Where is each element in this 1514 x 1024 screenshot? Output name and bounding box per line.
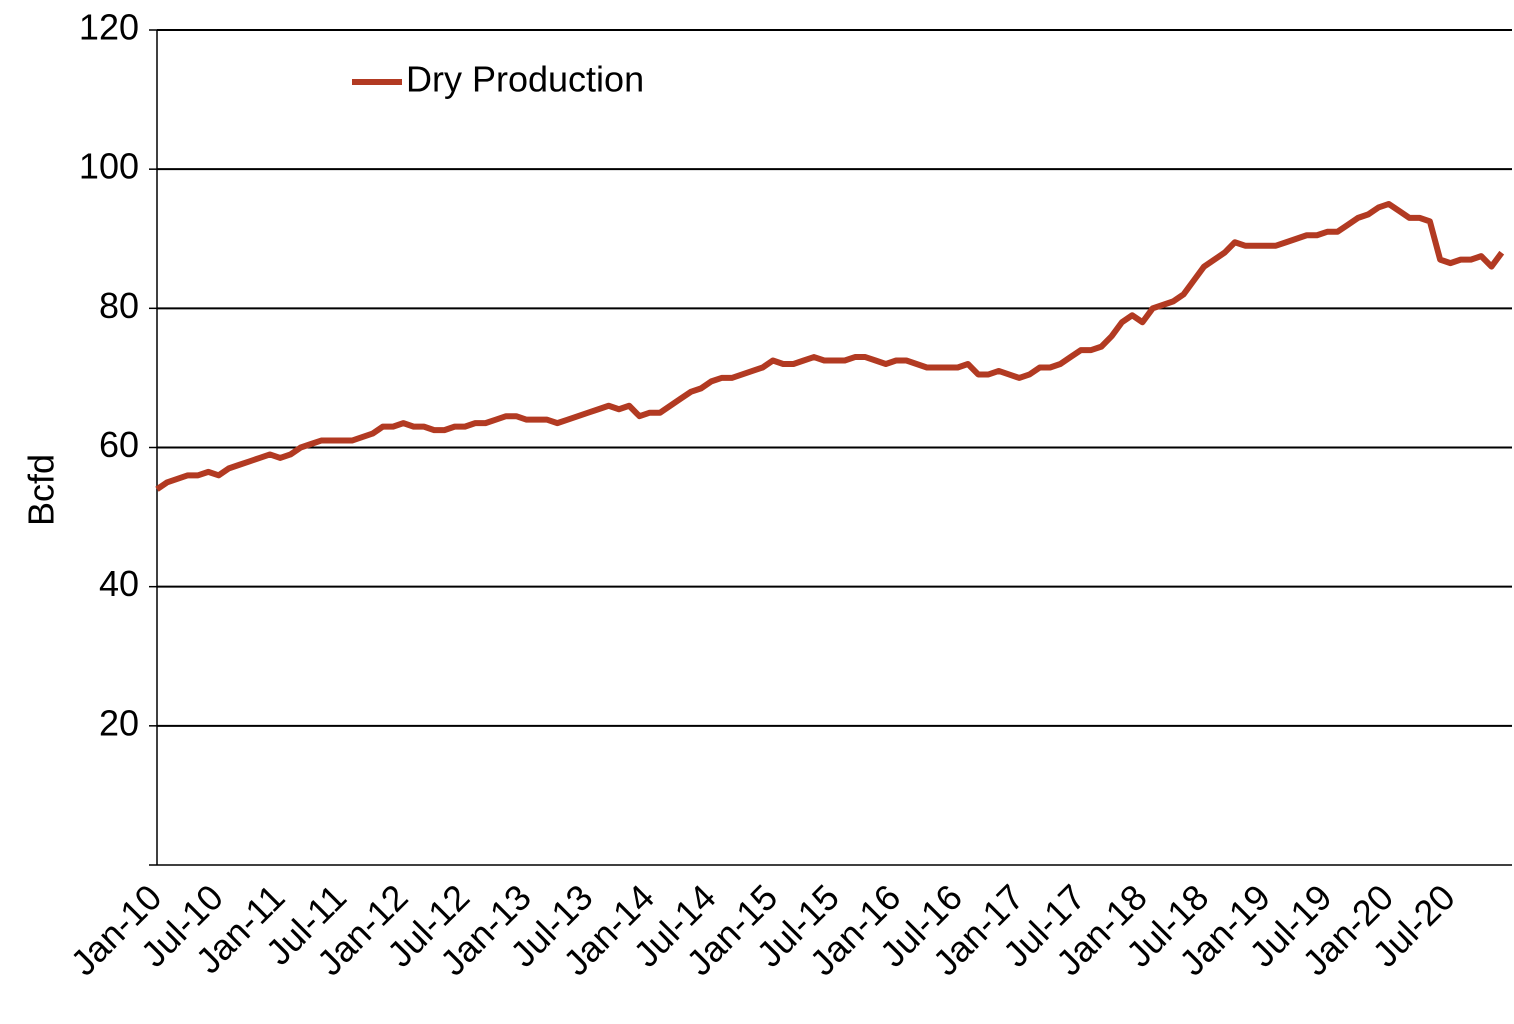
line xyxy=(155,200,1505,492)
y-tick-label: 80 xyxy=(99,285,139,326)
y-tick-label: 20 xyxy=(99,702,139,743)
y-tick-label: 100 xyxy=(79,146,139,187)
y-tick-label: 60 xyxy=(99,424,139,465)
y-tick-label: 40 xyxy=(99,563,139,604)
legend-label: Dry Production xyxy=(406,59,644,100)
y-axis-label: Bcfd xyxy=(21,454,62,526)
y-tick-label: 120 xyxy=(79,7,139,48)
